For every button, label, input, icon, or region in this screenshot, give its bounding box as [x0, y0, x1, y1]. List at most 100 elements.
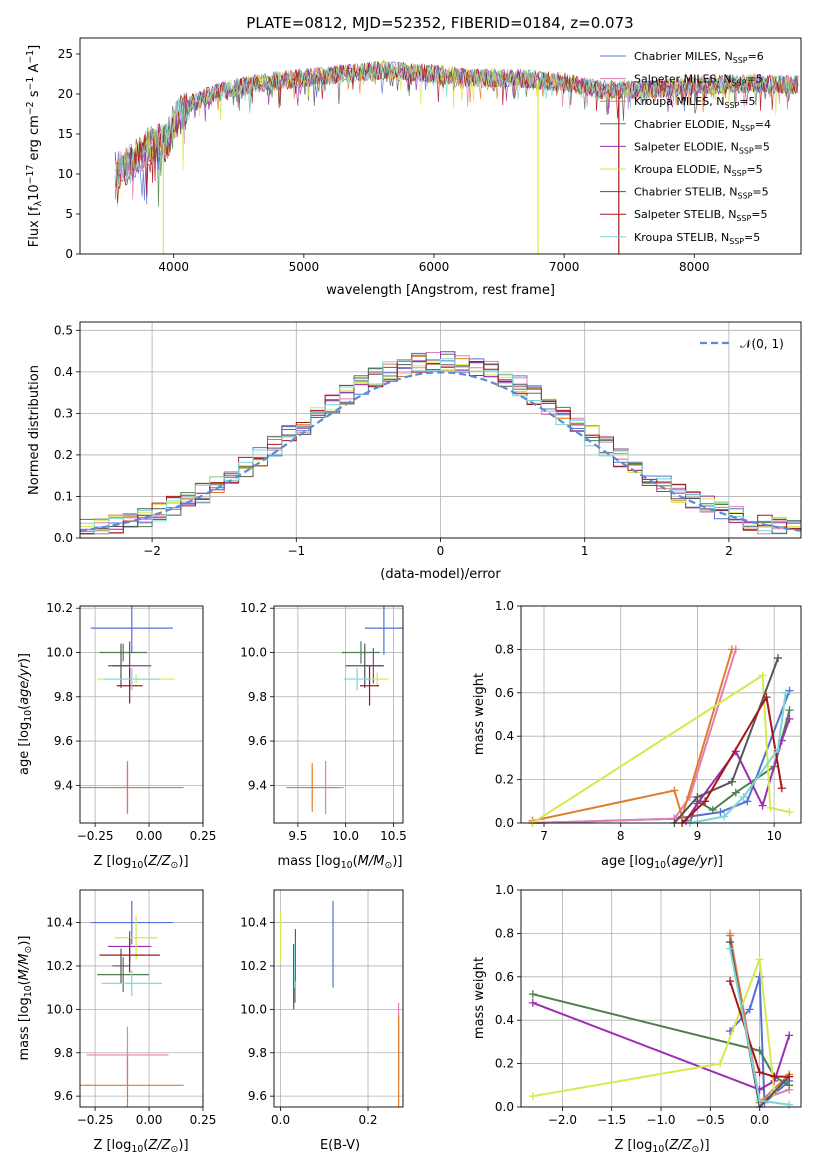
y-tick-label: 0.4	[54, 365, 73, 379]
weight-point-marker	[743, 797, 752, 806]
x-tick-label: 4000	[158, 260, 189, 274]
y-tick-label: 0.0	[495, 1100, 514, 1114]
y-tick-label: 20	[58, 87, 73, 101]
gaussian-curve	[79, 371, 802, 532]
x-tick-label: −2	[143, 544, 161, 558]
weight-series-line	[531, 674, 790, 824]
x-tick-label: 0.2	[358, 1113, 377, 1127]
x-tick-label: 10.5	[380, 829, 407, 843]
weight-point-marker	[758, 671, 767, 680]
x-axis-label: mass [log10(M/M⊙)]	[278, 854, 403, 871]
x-tick-label: 6000	[419, 260, 450, 274]
y-tick-label: 25	[58, 47, 73, 61]
y-tick-label: 0.2	[495, 773, 514, 787]
axes-frame	[273, 889, 404, 1108]
histogram-step	[80, 358, 801, 535]
weight-point-marker	[701, 797, 710, 806]
x-axis-label: age [log10(age/yr)]	[601, 854, 723, 871]
legend-label: Chabrier MILES, NSSP=6	[634, 50, 764, 65]
x-axis-label: (data-model)/error	[380, 567, 501, 582]
weight-series-line	[532, 649, 733, 822]
x-tick-label: 1	[581, 544, 589, 558]
weight-point-marker	[727, 645, 736, 654]
y-tick-label: 10.0	[240, 1002, 267, 1016]
weight-point-marker	[755, 1096, 764, 1105]
x-tick-label: 7	[540, 829, 548, 843]
x-tick-label: 8000	[679, 260, 710, 274]
y-tick-label: 0.0	[495, 816, 514, 830]
y-axis-label: mass weight	[472, 957, 487, 1039]
weight-point-marker	[670, 786, 679, 795]
y-tick-label: 9.6	[54, 734, 73, 748]
weight-point-marker	[731, 788, 740, 797]
x-axis-label: Z [log10(Z/Z⊙)]	[93, 854, 188, 871]
figure-title: PLATE=0812, MJD=52352, FIBERID=0184, z=0…	[246, 14, 633, 32]
y-tick-label: 9.8	[54, 1046, 73, 1060]
y-tick-label: 10.2	[46, 959, 73, 973]
y-tick-label: 0.1	[54, 489, 73, 503]
y-tick-label: 10.0	[46, 646, 73, 660]
weight-point-marker	[745, 1005, 754, 1014]
y-tick-label: 0.5	[54, 323, 73, 337]
weight-series-line	[673, 657, 779, 824]
x-tick-label: 0.00	[136, 1113, 163, 1127]
y-tick-label: 10.4	[240, 916, 267, 930]
weight-point-marker	[739, 792, 748, 801]
x-tick-label: 9	[694, 829, 702, 843]
y-tick-label: 0.8	[495, 926, 514, 940]
y-tick-label: 0	[65, 247, 73, 261]
weight-point-marker	[716, 808, 725, 817]
weight-point-marker	[785, 1072, 794, 1081]
weight-point-marker	[781, 688, 790, 697]
axes-frame	[79, 889, 204, 1108]
weight-series-line	[532, 1001, 791, 1091]
y-tick-label: 10.2	[240, 601, 267, 615]
y-tick-label: 10.0	[240, 646, 267, 660]
weight-point-marker	[755, 955, 764, 964]
x-tick-label: 5000	[289, 260, 320, 274]
x-axis-label: Z [log10(Z/Z⊙)]	[614, 1138, 709, 1155]
y-tick-label: 0.0	[54, 531, 73, 545]
weight-point-marker	[773, 745, 782, 754]
weight-point-marker	[762, 693, 771, 702]
y-tick-label: 5	[65, 207, 73, 221]
weight-series-line	[532, 690, 791, 824]
y-tick-label: 0.8	[495, 642, 514, 656]
weight-point-marker	[726, 977, 735, 986]
legend-label: Salpeter STELIB, NSSP=5	[634, 208, 767, 223]
legend-label: Salpeter ELODIE, NSSP=5	[634, 140, 770, 155]
y-tick-label: 0.3	[54, 406, 73, 420]
x-tick-label: 0.0	[271, 1113, 290, 1127]
x-tick-label: −0.25	[77, 1113, 114, 1127]
weight-point-marker	[773, 654, 782, 663]
weight-point-marker	[785, 808, 794, 817]
y-tick-label: 9.8	[54, 690, 73, 704]
legend-label: Salpeter MILES, NSSP=5	[634, 73, 763, 88]
x-tick-label: 9.5	[288, 829, 307, 843]
weight-point-marker	[785, 706, 794, 715]
y-tick-label: 9.6	[54, 1089, 73, 1103]
y-tick-label: 0.6	[495, 970, 514, 984]
x-tick-label: 10	[767, 829, 782, 843]
y-tick-label: 1.0	[495, 883, 514, 897]
y-tick-label: 9.8	[248, 690, 267, 704]
weight-point-marker	[716, 1059, 725, 1068]
weight-point-marker	[528, 990, 537, 999]
weight-point-marker	[755, 1046, 764, 1055]
legend-label: Chabrier STELIB, NSSP=5	[634, 186, 769, 201]
axes-frame	[79, 321, 802, 539]
y-tick-label: 9.4	[54, 778, 73, 792]
x-tick-label: 10.0	[332, 829, 359, 843]
y-tick-label: 9.4	[248, 778, 267, 792]
weight-point-marker	[726, 944, 735, 953]
y-tick-label: 15	[58, 127, 73, 141]
y-axis-label: age [log10(age/yr)]	[17, 653, 34, 775]
x-tick-label: −2.0	[548, 1113, 577, 1127]
weight-point-marker	[766, 803, 775, 812]
y-tick-label: 9.8	[248, 1046, 267, 1060]
axes-frame	[79, 605, 204, 824]
weight-point-marker	[785, 714, 794, 723]
weight-point-marker	[528, 998, 537, 1007]
x-axis-label: wavelength [Angstrom, rest frame]	[326, 283, 555, 298]
